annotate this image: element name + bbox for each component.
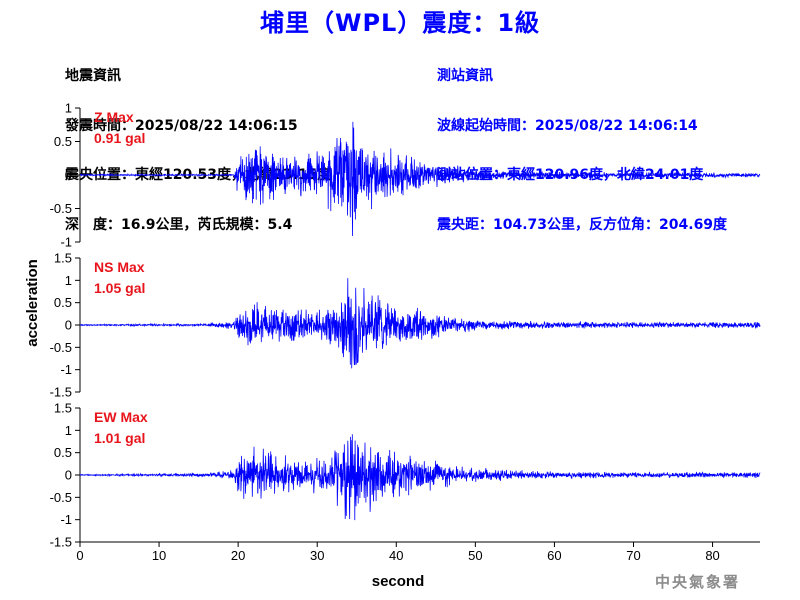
- waveform-z: [79, 121, 761, 237]
- y-tick-label: 1.5: [54, 401, 72, 416]
- origin-time: 發震時間：2025/08/22 14:06:15: [65, 117, 298, 134]
- y-tick-label: -0.5: [50, 201, 72, 216]
- y-tick-label: 0.5: [54, 134, 72, 149]
- panel-label-z: Z Max: [94, 109, 134, 125]
- x-tick-label: 40: [389, 548, 403, 563]
- panel-max-value-ew: 1.01 gal: [94, 430, 145, 446]
- panel-label-ns: NS Max: [94, 259, 145, 275]
- y-tick-label: -1.5: [50, 535, 72, 550]
- panel-max-value-ns: 1.05 gal: [94, 280, 145, 296]
- x-tick-label: 80: [705, 548, 719, 563]
- y-tick-label: -0.5: [50, 490, 72, 505]
- y-tick-label: 0: [65, 468, 72, 483]
- y-tick-label: 1: [65, 423, 72, 438]
- x-tick-label: 20: [231, 548, 245, 563]
- y-tick-label: -1: [60, 362, 72, 377]
- x-tick-label: 70: [626, 548, 640, 563]
- y-axis-title: acceleration: [24, 259, 41, 347]
- event-info-heading: 地震資訊: [65, 68, 121, 84]
- depth-magnitude: 深 度：16.9公里，芮氏規模：5.4: [65, 216, 293, 233]
- y-tick-label: 0: [65, 168, 72, 183]
- panel-label-ew: EW Max: [94, 409, 148, 425]
- cwa-watermark: 中央氣象署: [655, 573, 741, 591]
- y-tick-label: 0.5: [54, 445, 72, 460]
- y-tick-label: -1: [60, 512, 72, 527]
- x-tick-label: 10: [152, 548, 166, 563]
- station-info-heading: 測站資訊: [437, 68, 493, 84]
- waveform-ew: [79, 434, 761, 521]
- y-tick-label: -0.5: [50, 340, 72, 355]
- x-tick-label: 30: [310, 548, 324, 563]
- waveform-ns: [79, 278, 761, 369]
- epicentral-distance: 震央距：104.73公里，反方位角：204.69度: [437, 216, 728, 233]
- panel-max-value-z: 0.91 gal: [94, 130, 145, 146]
- wave-start-time: 波線起始時間：2025/08/22 14:06:14: [437, 117, 698, 134]
- y-tick-label: 1.5: [54, 251, 72, 266]
- y-tick-label: 1: [65, 101, 72, 116]
- x-axis-title: second: [372, 573, 425, 590]
- y-tick-label: -1: [60, 235, 72, 250]
- y-tick-label: 1: [65, 273, 72, 288]
- x-tick-label: 0: [76, 548, 83, 563]
- y-tick-label: 0.5: [54, 295, 72, 310]
- y-tick-label: 0: [65, 318, 72, 333]
- chart-title: 埔里（WPL）震度：1級: [259, 9, 541, 37]
- x-tick-label: 50: [468, 548, 482, 563]
- x-tick-label: 60: [547, 548, 561, 563]
- y-tick-label: -1.5: [50, 385, 72, 400]
